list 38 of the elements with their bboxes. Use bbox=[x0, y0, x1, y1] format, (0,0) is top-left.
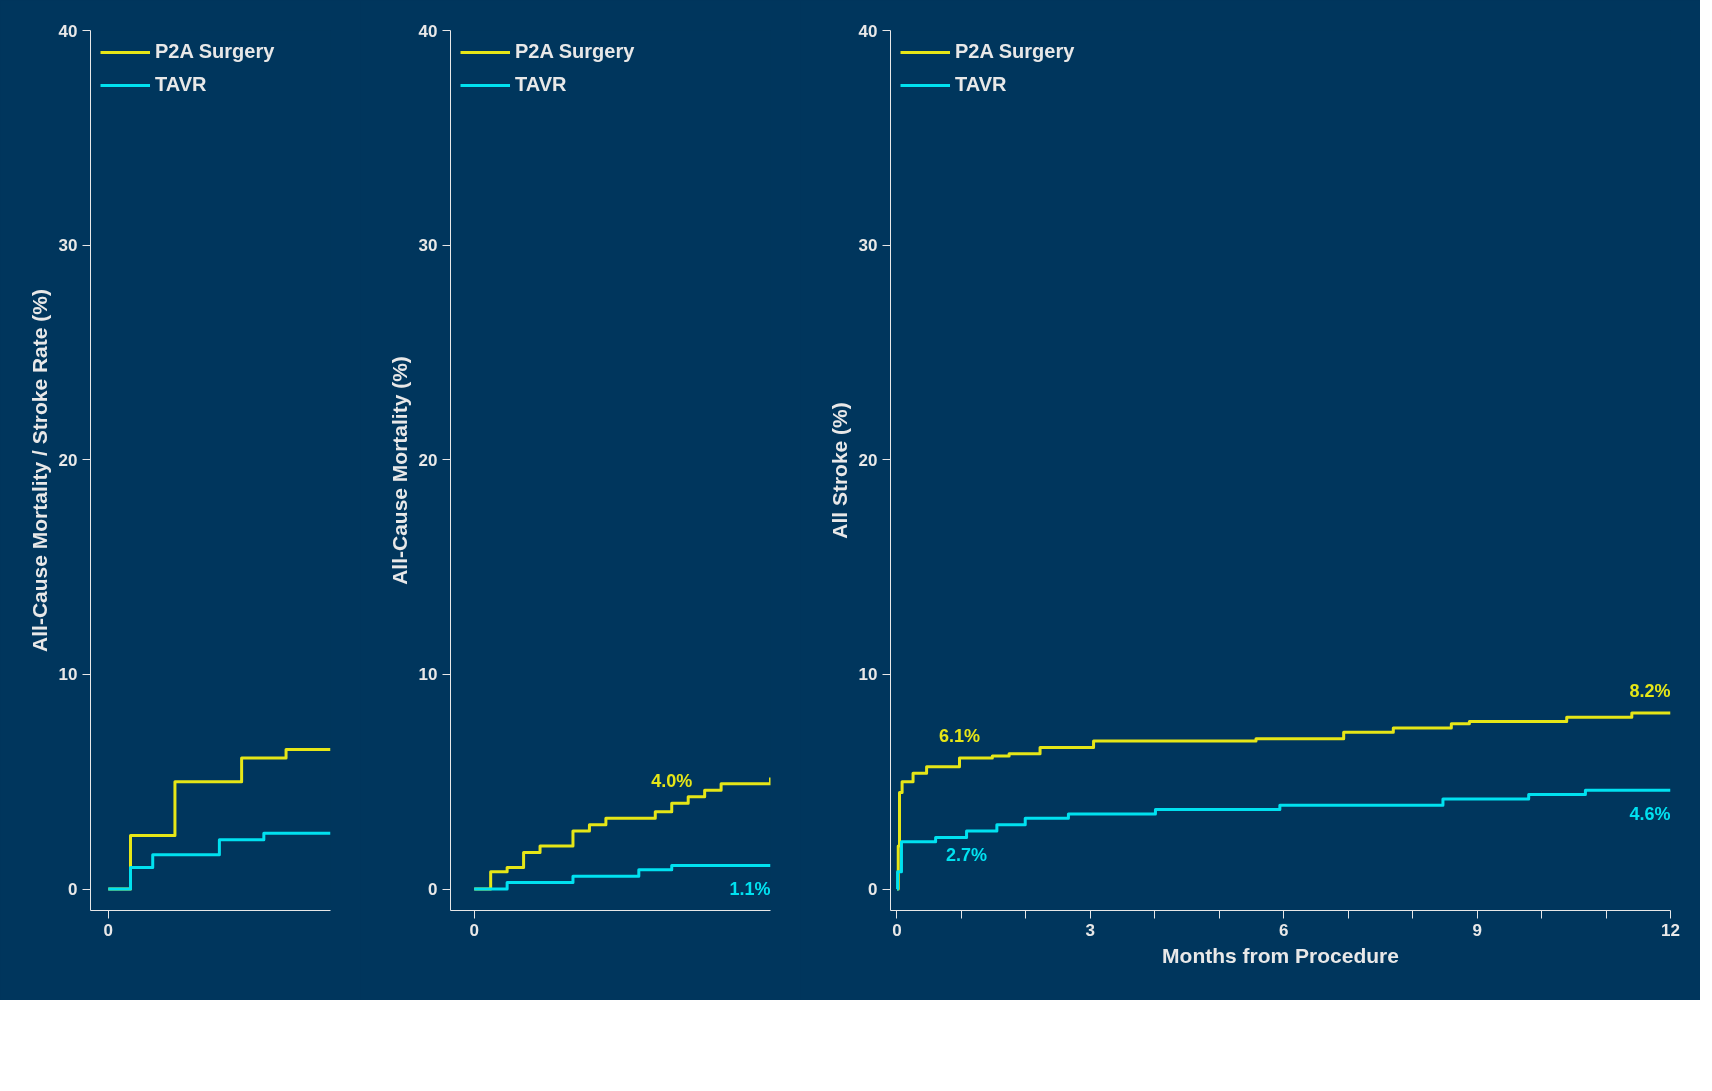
legend-label: TAVR bbox=[515, 73, 567, 96]
y-axis-title: All-Cause Mortality / Stroke Rate (%) bbox=[27, 289, 51, 652]
legend-label: P2A Surgery bbox=[955, 40, 1075, 63]
x-tick-label: 0 bbox=[103, 920, 114, 940]
y-tick-label: 20 bbox=[58, 450, 78, 470]
x-tick-label: 0 bbox=[892, 920, 902, 940]
y-axis-title: All-Cause Mortality (%) bbox=[387, 356, 411, 585]
y-tick-label: 10 bbox=[858, 665, 878, 685]
y-tick-label: 0 bbox=[68, 880, 78, 900]
x-tick-label: 0 bbox=[469, 920, 479, 940]
legend-label: TAVR bbox=[155, 73, 207, 96]
x-tick-label: 12 bbox=[1661, 920, 1680, 940]
y-tick-label: 20 bbox=[858, 450, 878, 470]
annotation: 1.1% bbox=[729, 879, 771, 900]
y-tick-label: 0 bbox=[868, 880, 878, 900]
y-tick-label: 30 bbox=[418, 236, 438, 256]
annotation: 2.7% bbox=[946, 845, 988, 866]
y-tick-label: 30 bbox=[58, 236, 78, 256]
y-axis-title: All Stroke (%) bbox=[827, 402, 851, 539]
x-tick-label: 9 bbox=[1472, 920, 1482, 940]
legend-label: P2A Surgery bbox=[155, 40, 275, 63]
y-tick-label: 10 bbox=[58, 665, 78, 685]
y-tick-label: 40 bbox=[418, 21, 438, 41]
x-tick-label: 6 bbox=[1279, 920, 1289, 940]
y-tick-label: 0 bbox=[428, 880, 438, 900]
y-tick-label: 40 bbox=[58, 21, 78, 41]
legend-label: TAVR bbox=[955, 73, 1007, 96]
annotation: 8.2% bbox=[1629, 681, 1671, 702]
y-tick-label: 40 bbox=[858, 21, 878, 41]
y-tick-label: 10 bbox=[418, 665, 438, 685]
x-axis-title: Months from Procedure bbox=[1162, 943, 1399, 967]
annotation: 4.0% bbox=[651, 771, 693, 792]
x-tick-label: 3 bbox=[1085, 920, 1096, 940]
y-tick-label: 20 bbox=[418, 450, 438, 470]
annotation: 4.6% bbox=[1629, 804, 1671, 825]
annotation: 6.1% bbox=[938, 726, 980, 747]
legend-label: P2A Surgery bbox=[515, 40, 635, 63]
y-tick-label: 30 bbox=[858, 236, 878, 256]
